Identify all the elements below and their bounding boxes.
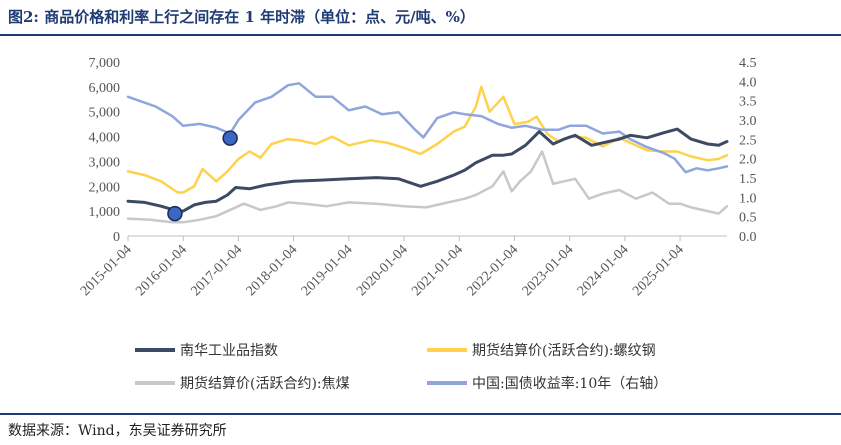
x-tick-label: 2025-01-04 <box>630 242 687 299</box>
y-left-tick-label: 7,000 <box>89 56 121 71</box>
chart-title: 图2: 商品价格和利率上行之间存在 1 年时滞（单位：点、元/吨、%） <box>8 6 475 27</box>
y-right-tick-label: 3.5 <box>739 95 757 110</box>
y-left-tick-label: 0 <box>113 230 120 245</box>
title-rule <box>0 34 841 36</box>
y-right-tick-label: 0.0 <box>739 230 757 245</box>
y-right-tick-label: 2.0 <box>739 153 757 168</box>
y-left-tick-label: 6,000 <box>89 81 121 96</box>
series-line-rebar <box>126 85 729 194</box>
x-tick-label: 2016-01-04 <box>133 242 190 299</box>
footer-rule <box>0 413 841 415</box>
y-right-tick-label: 0.5 <box>739 211 757 226</box>
legend-label-rebar: 期货结算价(活跃合约):螺纹钢 <box>472 342 656 359</box>
y-right-tick-label: 4.0 <box>739 75 757 90</box>
chart-axes: 0 1,000 2,000 3,000 4,000 5,000 6,000 7,000 0.0 0… <box>78 56 756 299</box>
y-left-tick-label: 4,000 <box>89 131 121 146</box>
y-right-tick-label: 3.0 <box>739 114 757 129</box>
x-tick-label: 2019-01-04 <box>299 242 356 299</box>
x-tick-label: 2015-01-04 <box>78 242 135 299</box>
y-left-tick-label: 1,000 <box>89 205 121 220</box>
legend-label-coke: 期货结算价(活跃合约):焦煤 <box>180 375 350 392</box>
lag-marker-2 <box>222 130 238 146</box>
x-tick-label: 2020-01-04 <box>354 242 411 299</box>
x-tick-label: 2017-01-04 <box>188 242 245 299</box>
series-line-bond <box>126 82 729 174</box>
y-right-tick-label: 4.5 <box>739 56 757 71</box>
y-left-tick-label: 2,000 <box>89 180 121 195</box>
x-tick-label: 2024-01-04 <box>575 242 632 299</box>
y-right-tick-label: 1.5 <box>739 172 757 187</box>
y-right-tick-label: 2.5 <box>739 133 757 148</box>
y-left-tick-label: 5,000 <box>89 106 121 121</box>
x-tick-label: 2022-01-04 <box>464 242 521 299</box>
legend-label-bond: 中国:国债收益率:10年（右轴） <box>472 375 667 392</box>
y-right-tick-label: 1.0 <box>739 191 757 206</box>
lag-marker-1 <box>167 205 183 222</box>
x-tick-label: 2018-01-04 <box>244 242 301 299</box>
series-line-coke <box>126 150 729 224</box>
data-source: 数据来源：Wind，东吴证券研究所 <box>8 423 227 439</box>
figure-title-text: 商品价格和利率上行之间存在 1 年时滞（单位：点、元/吨、%） <box>44 8 475 26</box>
chart-markers <box>167 130 238 222</box>
x-tick-label: 2023-01-04 <box>520 242 577 299</box>
y-left-tick-label: 3,000 <box>89 155 121 170</box>
x-tick-label: 2021-01-04 <box>409 242 466 299</box>
series-line-nanhua <box>126 127 729 213</box>
legend-label-nanhua: 南华工业品指数 <box>180 343 278 359</box>
figure-number: 图2: <box>8 8 39 26</box>
chart-series <box>126 82 729 224</box>
